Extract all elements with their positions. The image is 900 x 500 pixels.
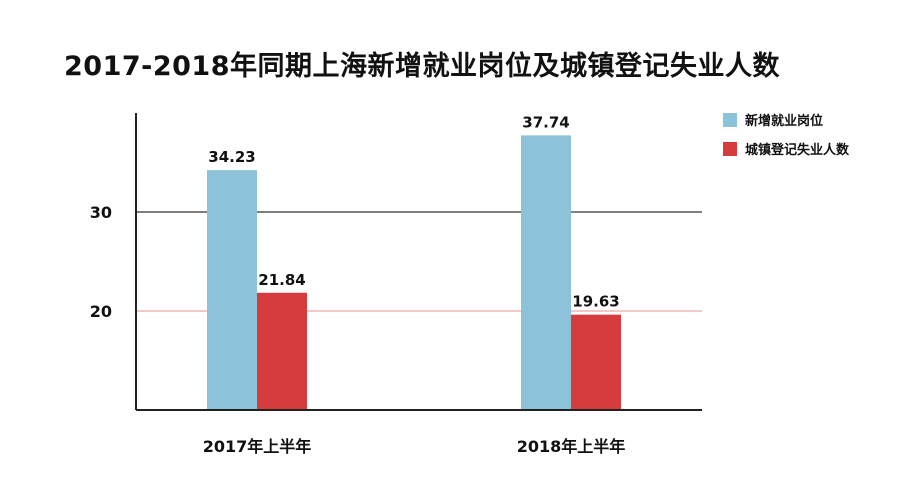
data-label-jobs-2: 37.74	[522, 113, 569, 131]
data-label-jobs-1: 34.23	[208, 148, 255, 166]
y-tick-label-20: 20	[90, 302, 112, 321]
data-label-unemployed-2: 19.63	[572, 293, 619, 311]
bar-unemployed-1	[257, 292, 307, 410]
x-category-label-2: 2018年上半年	[517, 437, 626, 456]
y-tick-label-30: 30	[90, 203, 112, 222]
data-label-unemployed-1: 21.84	[258, 271, 305, 289]
bar-jobs-2	[521, 135, 571, 410]
bars	[207, 135, 621, 410]
legend-label-2: 城镇登记失业人数	[745, 142, 850, 158]
chart-title: 2017-2018年同期上海新增就业岗位及城镇登记失业人数	[64, 51, 780, 82]
axes	[135, 113, 702, 411]
legend-swatch-1	[723, 113, 737, 127]
legend-label-1: 新增就业岗位	[745, 113, 823, 129]
bar-unemployed-2	[571, 314, 621, 410]
labels: 20 30 34.23 21.84 2017年上半年 37.74 19.63 2018年上半年	[90, 113, 626, 456]
bar-jobs-1	[207, 170, 257, 410]
x-category-label-1: 2017年上半年	[203, 437, 312, 456]
legend-swatch-2	[723, 142, 737, 156]
